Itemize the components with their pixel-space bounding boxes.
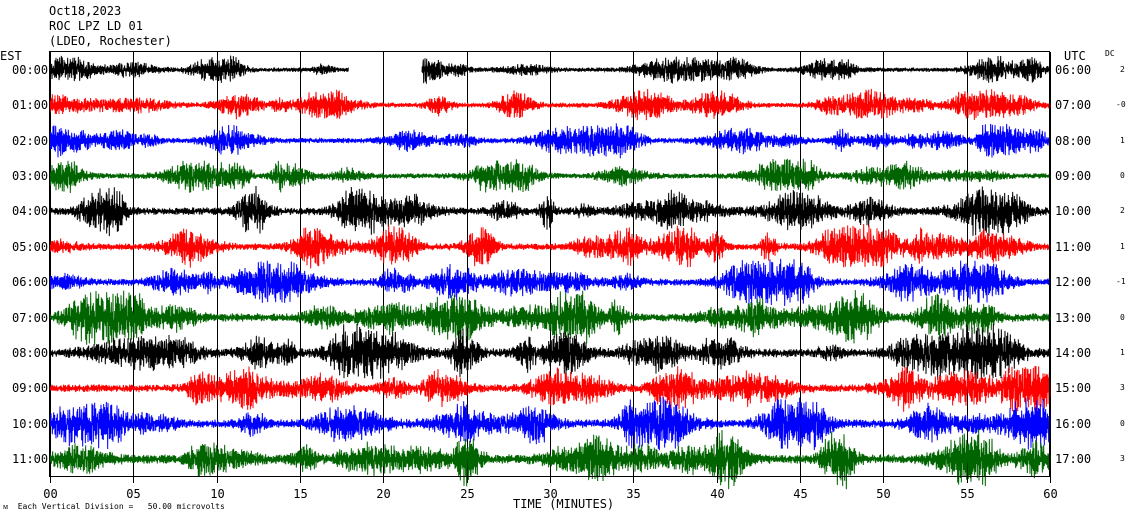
dc-offset-value: 2: [1120, 64, 1125, 74]
est-hour-label: 06:00: [12, 275, 49, 290]
est-hour-label: 08:00: [12, 345, 49, 360]
x-tick-label-15: 15: [293, 487, 307, 501]
footer-mark-icon: ᴍ: [3, 502, 18, 511]
est-hour-label: 09:00: [12, 381, 49, 396]
est-hour-label: 05:00: [12, 239, 49, 254]
trace-0200: [49, 123, 1051, 159]
x-tick-label-50: 50: [876, 487, 890, 501]
trace-1100: [49, 428, 1051, 490]
est-hour-label: 01:00: [12, 98, 49, 113]
header-date: Oct18,2023: [49, 4, 122, 18]
scale-footer: ᴍ Each Vertical Division = 50.00 microvo…: [3, 503, 225, 511]
dc-offset-value: 0: [1120, 418, 1125, 428]
est-hour-label: 10:00: [12, 416, 49, 431]
trace-0700: [49, 290, 1051, 345]
trace-0900: [49, 365, 1051, 412]
x-tick-label-25: 25: [460, 487, 474, 501]
est-hour-label: 07:00: [12, 310, 49, 325]
utc-hour-label: 12:00: [1055, 275, 1092, 290]
x-tick-label-45: 45: [793, 487, 807, 501]
utc-hour-label: 08:00: [1055, 133, 1092, 148]
dc-offset-value: 0: [1120, 170, 1125, 180]
utc-hour-label: 11:00: [1055, 239, 1092, 254]
left-timezone-label: EST: [0, 49, 22, 63]
utc-hour-label: 06:00: [1055, 62, 1092, 77]
utc-hour-label: 13:00: [1055, 310, 1092, 325]
trace-0400: [49, 185, 1051, 237]
dc-offset-value: 0: [1120, 312, 1125, 322]
dc-offset-value: -0: [1116, 100, 1126, 110]
utc-hour-label: 07:00: [1055, 98, 1092, 113]
est-hour-label: 04:00: [12, 204, 49, 219]
x-tick-label-20: 20: [376, 487, 390, 501]
x-tick-label-10: 10: [210, 487, 224, 501]
x-tick-label-40: 40: [710, 487, 724, 501]
est-hour-label: 02:00: [12, 133, 49, 148]
dc-label: DC: [1105, 49, 1115, 58]
grid-lines: [50, 52, 1051, 483]
est-hour-label: 11:00: [12, 452, 49, 467]
trace-0600: [49, 258, 1051, 306]
est-hour-label: 00:00: [12, 62, 49, 77]
x-tick-labels: 00 05 10 15 20 25 30 35 40 45 50 55 60: [43, 487, 1057, 501]
x-tick-label-55: 55: [960, 487, 974, 501]
x-tick-label-00: 00: [43, 487, 57, 501]
header-station: ROC LPZ LD 01: [49, 19, 143, 33]
utc-hour-label: 15:00: [1055, 381, 1092, 396]
dc-offset-value: 3: [1120, 454, 1125, 464]
x-tick-label-05: 05: [126, 487, 140, 501]
utc-hour-label: 14:00: [1055, 345, 1092, 360]
dc-offset-value: 1: [1120, 347, 1125, 357]
utc-hour-label: 09:00: [1055, 168, 1092, 183]
x-tick-label-30: 30: [543, 487, 557, 501]
footer-text: Each Vertical Division = 50.00 microvolt…: [17, 502, 225, 511]
dc-offset-value: 1: [1120, 135, 1125, 145]
right-timezone-label: UTC: [1064, 49, 1086, 63]
dc-offset-value: 1: [1120, 241, 1125, 251]
x-axis-label: TIME (MINUTES): [513, 497, 615, 511]
x-tick-label-60: 60: [1043, 487, 1057, 501]
trace-0300: [49, 158, 1051, 193]
dc-offset-value: -1: [1116, 277, 1126, 287]
trace-0500: [49, 224, 1051, 269]
utc-hour-label: 10:00: [1055, 204, 1092, 219]
seismic-traces: [49, 55, 1051, 490]
utc-hour-label: 17:00: [1055, 452, 1092, 467]
est-hour-label: 03:00: [12, 168, 49, 183]
utc-hour-label: 16:00: [1055, 416, 1092, 431]
dc-offset-value: 3: [1120, 383, 1125, 393]
trace-0100: [49, 88, 1051, 121]
header-network: (LDEO, Rochester): [49, 34, 172, 48]
trace-1000: [49, 397, 1051, 451]
dc-offset-value: 2: [1120, 206, 1125, 216]
trace-0000: [49, 55, 1051, 84]
plot-frame: [49, 51, 1050, 477]
x-tick-label-35: 35: [626, 487, 640, 501]
trace-0800: [49, 323, 1051, 381]
